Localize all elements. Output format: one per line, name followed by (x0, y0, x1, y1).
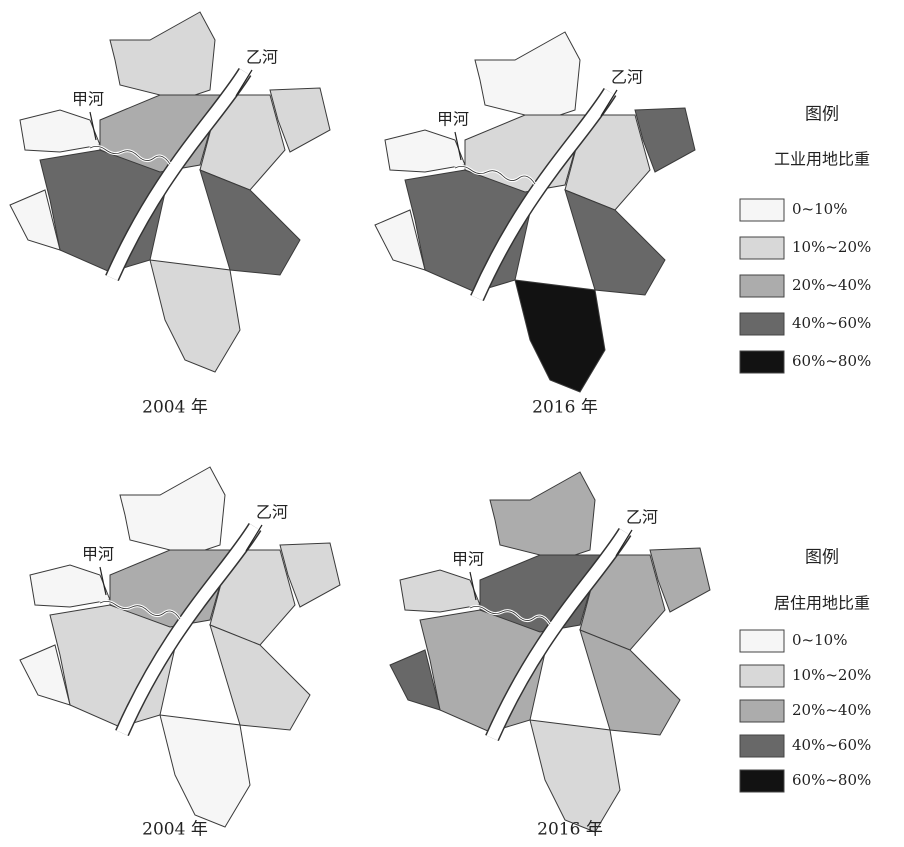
district (109, 11, 216, 101)
district (269, 87, 331, 153)
arrow (454, 131, 462, 161)
district (474, 31, 581, 121)
map-caption: 2004 年 (142, 820, 208, 840)
legend-swatch (739, 312, 785, 336)
legend-swatch (739, 198, 785, 222)
district (199, 94, 286, 191)
legend-label: 60%~80% (792, 352, 871, 370)
legend-swatch (739, 274, 785, 298)
river-b-water (471, 88, 616, 301)
district (399, 569, 481, 613)
legend-label: 10%~20% (792, 238, 871, 256)
river-b-water (106, 68, 251, 281)
district (159, 714, 251, 828)
map-caption: 2004 年 (142, 398, 208, 418)
arrow (245, 524, 263, 552)
legend-label: 0~10% (792, 200, 847, 218)
map: 甲河 乙河 (9, 11, 331, 373)
map-caption: 2016 年 (532, 398, 598, 418)
district (564, 114, 651, 211)
legend-label: 40%~60% (792, 314, 871, 332)
legend-subtitle: 居住用地比重 (774, 594, 870, 613)
arrow (615, 529, 633, 557)
legend-swatch (739, 350, 785, 374)
legend-label: 10%~20% (792, 666, 871, 684)
arrow (89, 111, 97, 141)
district (514, 279, 606, 393)
river-b-label: 乙河 (246, 48, 278, 67)
legend-swatch (739, 236, 785, 260)
legend-swatch (739, 769, 785, 793)
arrow (469, 571, 477, 601)
district (634, 107, 696, 173)
district (209, 624, 311, 731)
legend-swatch (739, 629, 785, 653)
river-a-label: 甲河 (82, 545, 114, 564)
district (29, 564, 111, 608)
arrow (235, 69, 253, 97)
district (384, 129, 466, 173)
district (649, 547, 711, 613)
district (489, 471, 596, 561)
legend-label: 0~10% (792, 631, 847, 649)
legend-swatch (739, 734, 785, 758)
river-a-label: 甲河 (72, 90, 104, 109)
district (9, 189, 61, 251)
map: 甲河 乙河 (374, 31, 696, 393)
district (19, 109, 101, 153)
river-b-label: 乙河 (611, 68, 643, 87)
district (119, 466, 226, 556)
arrow (600, 89, 618, 117)
district (19, 644, 71, 706)
river-a-label: 甲河 (437, 110, 469, 129)
river-a-edge (99, 601, 181, 620)
legend-title: 图例 (805, 105, 839, 125)
district (209, 549, 296, 646)
district (279, 542, 341, 608)
legend-label: 20%~40% (792, 701, 871, 719)
district (579, 554, 666, 651)
district (579, 629, 681, 736)
legend-swatch (739, 664, 785, 688)
district (199, 169, 301, 276)
legend-swatch (739, 699, 785, 723)
arrow (99, 566, 107, 596)
river-b-label: 乙河 (256, 503, 288, 522)
river-b-label: 乙河 (626, 508, 658, 527)
district (564, 189, 666, 296)
river-a-label: 甲河 (452, 550, 484, 569)
legend-subtitle: 工业用地比重 (774, 150, 870, 169)
district (374, 209, 426, 271)
legend-label: 20%~40% (792, 276, 871, 294)
map: 甲河 乙河 (19, 466, 341, 828)
river-b-water (116, 523, 261, 736)
map: 甲河 乙河 (389, 471, 711, 833)
legend-title: 图例 (805, 548, 839, 568)
river-b-water (486, 528, 631, 741)
district (389, 649, 441, 711)
district (529, 719, 621, 833)
legend-label: 60%~80% (792, 771, 871, 789)
map-caption: 2016 年 (537, 820, 603, 840)
river-a-edge (89, 146, 171, 165)
legend-label: 40%~60% (792, 736, 871, 754)
district (149, 259, 241, 373)
river-a-edge (469, 606, 551, 625)
river-a-edge (454, 166, 536, 185)
